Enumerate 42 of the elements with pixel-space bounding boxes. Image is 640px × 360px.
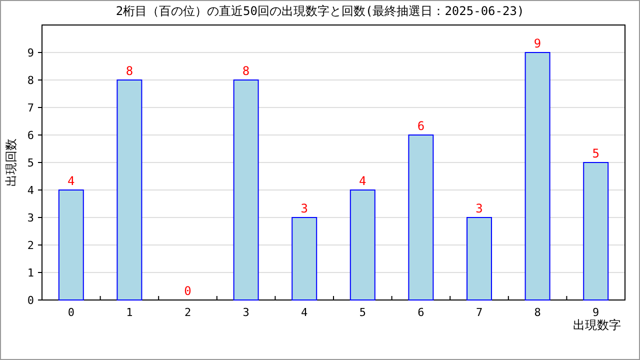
data-label: 4 bbox=[68, 174, 75, 188]
bar bbox=[350, 190, 376, 300]
y-tick-label: 0 bbox=[27, 294, 34, 307]
bar bbox=[116, 80, 142, 300]
x-tick-label: 0 bbox=[68, 306, 74, 319]
chart-title: 2桁目（百の位）の直近50回の出現数字と回数(最終抽選日：2025-06-23) bbox=[116, 4, 524, 18]
bar bbox=[292, 217, 318, 300]
x-tick-label: 6 bbox=[418, 306, 424, 319]
bar bbox=[408, 134, 434, 300]
y-tick-label: 7 bbox=[27, 102, 34, 114]
y-tick-label: 2 bbox=[27, 239, 34, 252]
x-tick-label: 4 bbox=[301, 306, 308, 319]
x-tick-label: 2 bbox=[184, 306, 192, 319]
y-tick-label: 8 bbox=[27, 74, 34, 87]
bar bbox=[466, 217, 492, 300]
data-label: 5 bbox=[592, 146, 600, 160]
data-label: 8 bbox=[242, 64, 250, 78]
x-tick-label: 5 bbox=[359, 306, 366, 319]
bar bbox=[583, 162, 609, 300]
data-label: 8 bbox=[126, 64, 134, 78]
y-tick-label: 6 bbox=[27, 129, 34, 142]
y-axis-title: 出現回数 bbox=[4, 138, 18, 186]
y-tick-label: 3 bbox=[27, 212, 34, 224]
bar bbox=[524, 52, 550, 300]
y-tick-label: 5 bbox=[27, 156, 34, 170]
data-label: 9 bbox=[534, 36, 542, 50]
x-tick-label: 1 bbox=[126, 306, 133, 319]
data-label: 3 bbox=[476, 202, 483, 216]
y-tick-label: 4 bbox=[27, 184, 34, 197]
y-tick-label: 9 bbox=[27, 46, 34, 60]
x-tick-label: 7 bbox=[476, 306, 483, 319]
bar bbox=[58, 190, 84, 300]
y-tick-label: 1 bbox=[27, 266, 34, 280]
x-tick-label: 8 bbox=[534, 306, 541, 319]
x-axis-title: 出現数字 bbox=[573, 318, 621, 332]
data-label: 6 bbox=[417, 119, 425, 133]
data-label: 4 bbox=[359, 174, 366, 188]
bar bbox=[233, 80, 259, 300]
x-tick-label: 9 bbox=[592, 306, 600, 319]
x-tick-label: 3 bbox=[242, 306, 250, 319]
data-label: 0 bbox=[184, 284, 192, 298]
data-label: 3 bbox=[300, 202, 308, 216]
